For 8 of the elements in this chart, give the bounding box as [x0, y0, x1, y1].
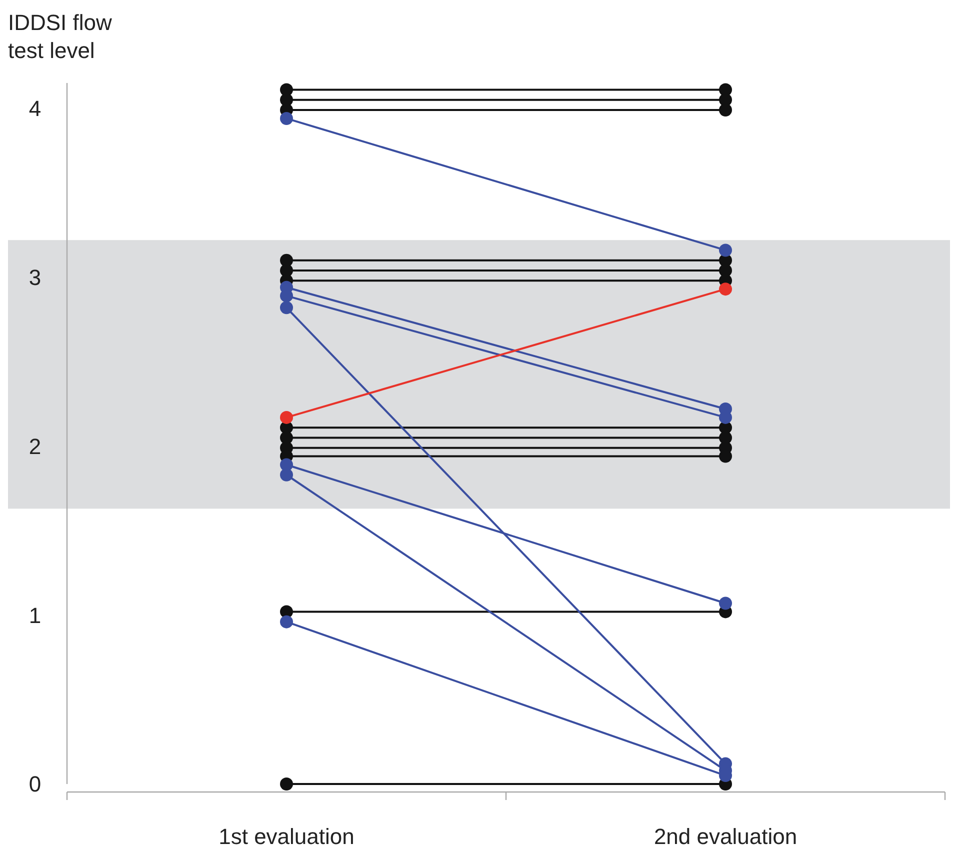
y-tick-label: 1 — [28, 602, 42, 628]
y-tick-label: 3 — [28, 264, 42, 290]
x-tick-label: 1st evaluation — [218, 824, 354, 849]
x-tick-label: 2nd evaluation — [654, 824, 798, 849]
y-tick-label: 4 — [28, 96, 42, 122]
y-tick-label: 0 — [28, 772, 42, 797]
y-axis-title: IDDSI flow test level — [8, 10, 112, 63]
y-tick-label: 2 — [28, 434, 42, 459]
